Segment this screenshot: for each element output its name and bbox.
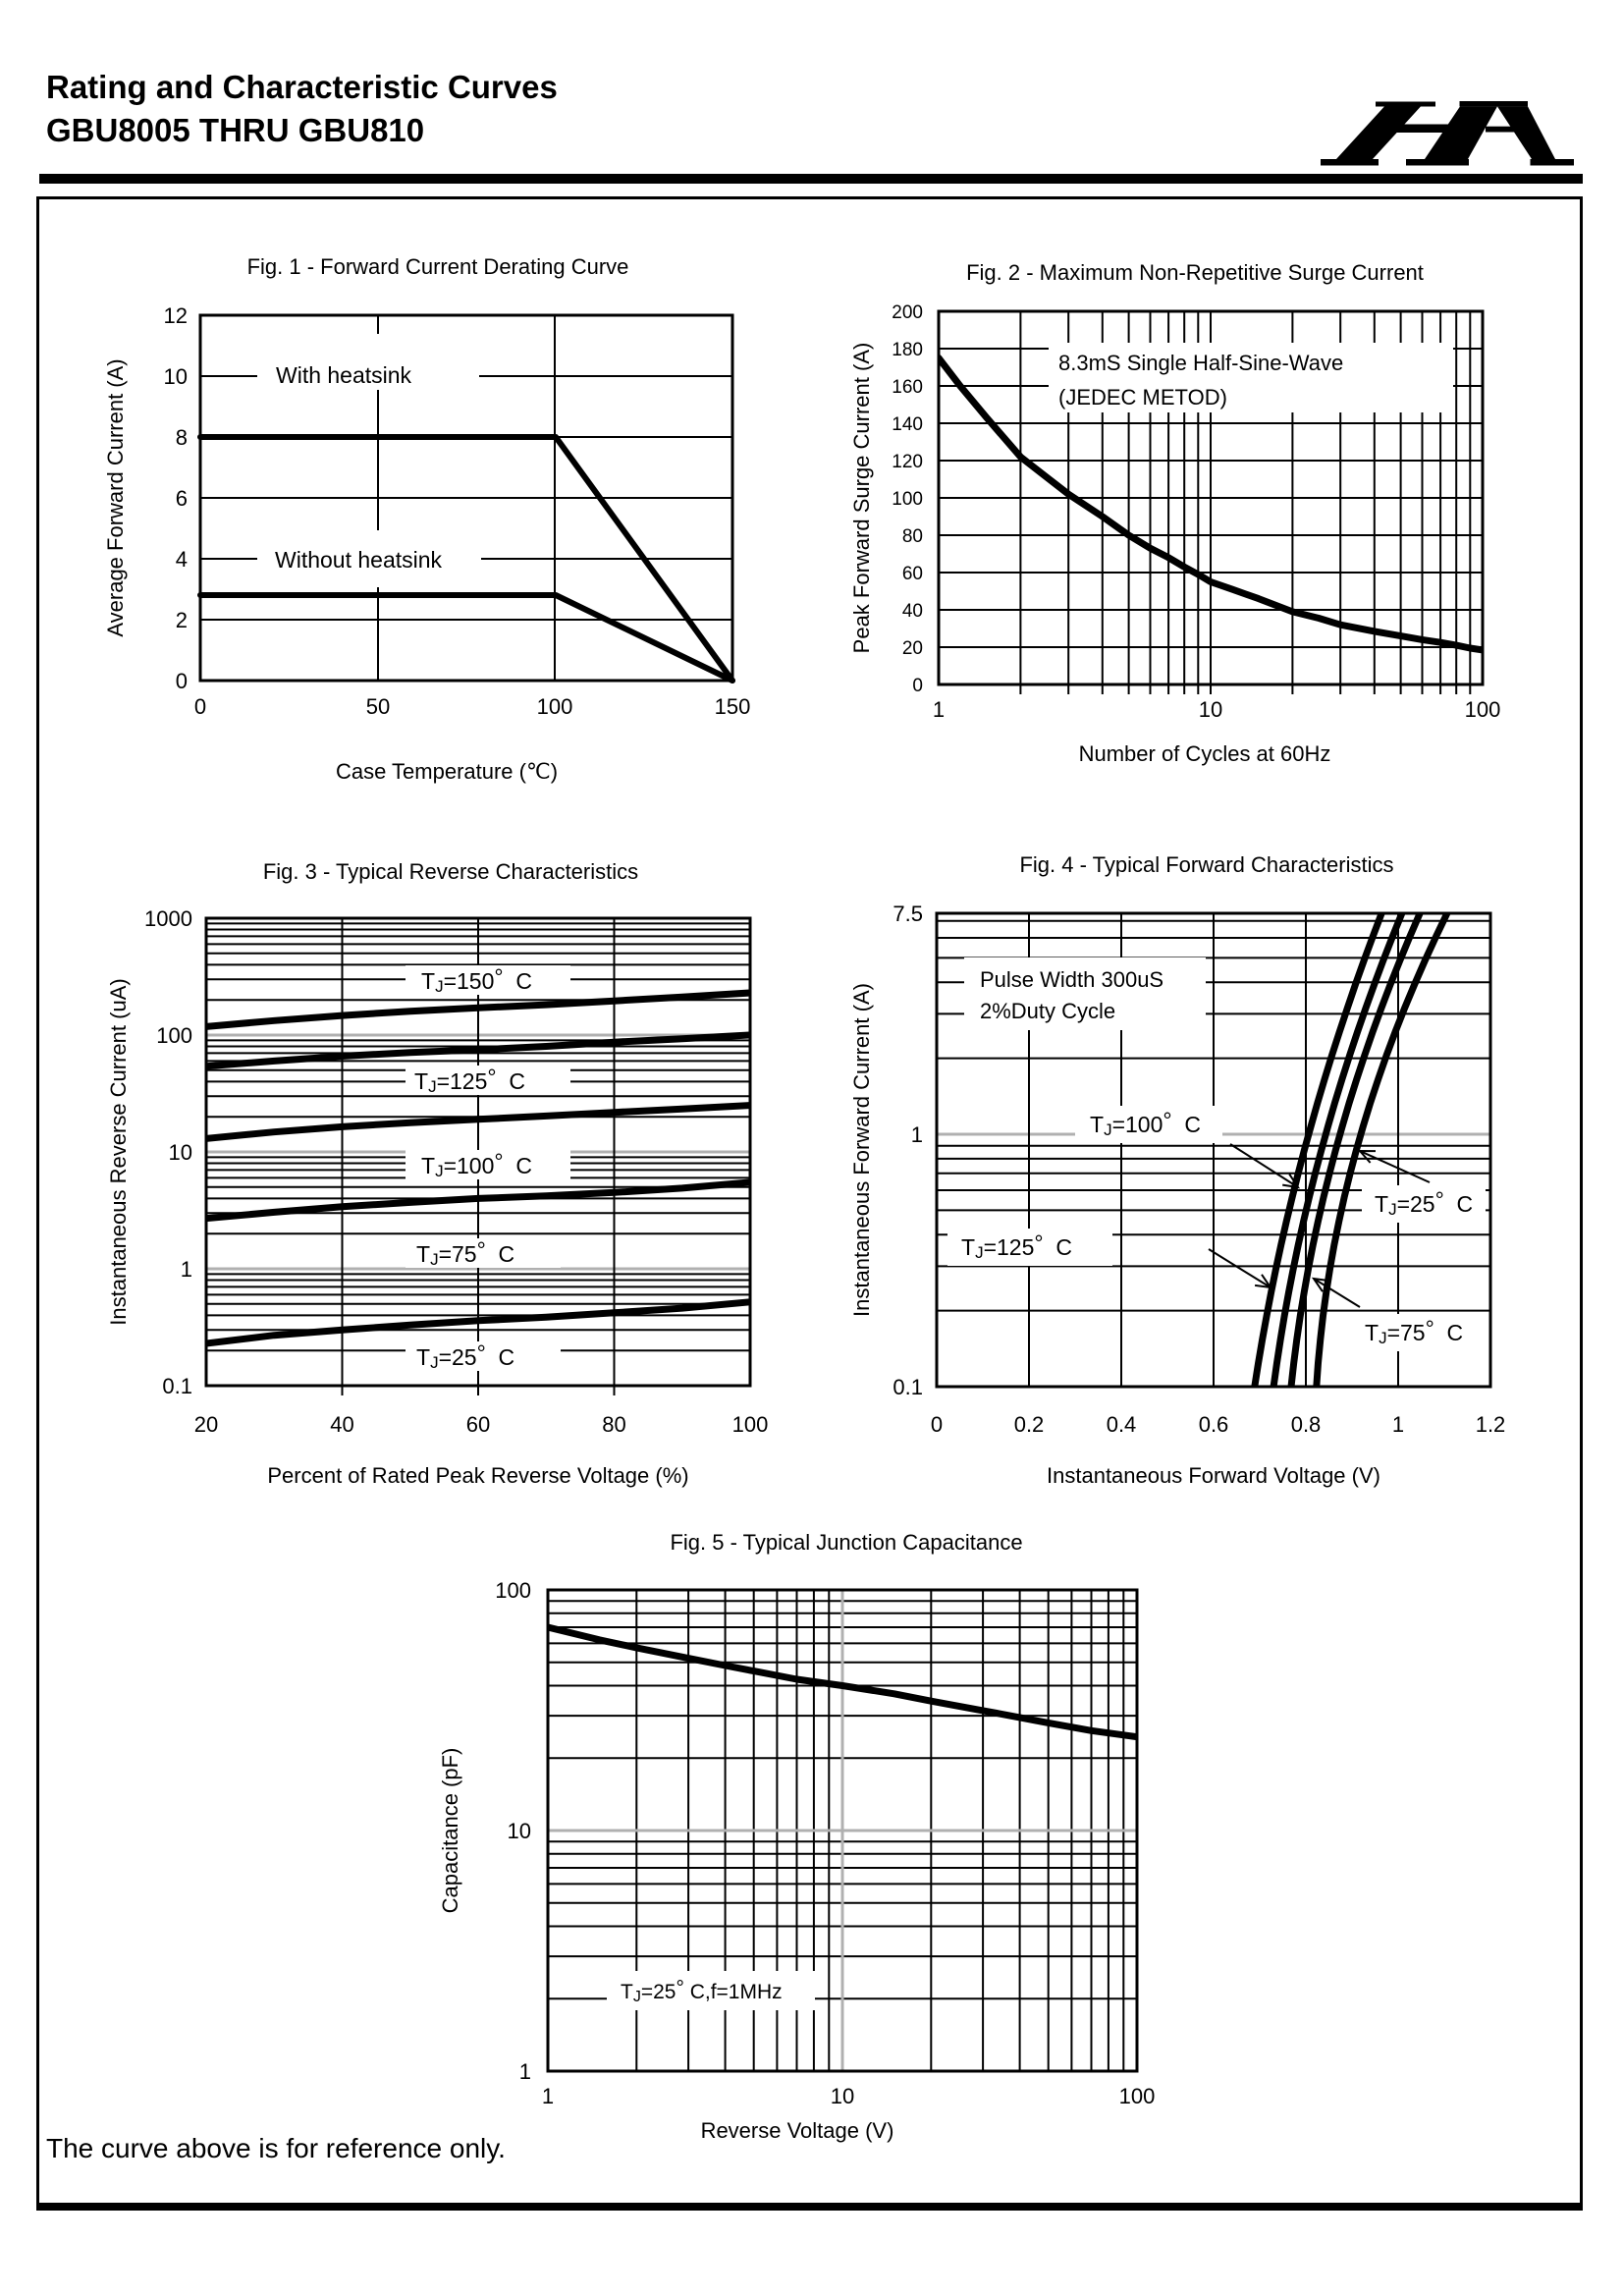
- svg-text:Instantaneous Reverse Current: Instantaneous Reverse Current (uA): [106, 978, 131, 1325]
- svg-text:100: 100: [1465, 697, 1501, 722]
- svg-text:TJ=150° C: TJ=150° C: [421, 964, 532, 996]
- svg-text:12: 12: [164, 303, 188, 328]
- svg-text:0: 0: [931, 1412, 943, 1437]
- svg-text:8.3mS Single Half-Sine-Wave: 8.3mS Single Half-Sine-Wave: [1058, 351, 1343, 375]
- svg-text:60: 60: [902, 564, 923, 584]
- svg-text:TJ=100° C: TJ=100° C: [1090, 1108, 1201, 1139]
- svg-text:10: 10: [164, 364, 188, 389]
- svg-text:Fig. 1 - Forward Current Derat: Fig. 1 - Forward Current Derating Curve: [247, 254, 629, 279]
- svg-text:Pulse Width 300uS: Pulse Width 300uS: [980, 967, 1163, 992]
- svg-text:100: 100: [732, 1412, 769, 1437]
- svg-text:0: 0: [176, 669, 188, 693]
- svg-text:Number of Cycles at 60Hz: Number of Cycles at 60Hz: [1079, 741, 1331, 766]
- svg-text:Fig. 4 - Typical Forward Chara: Fig. 4 - Typical Forward Characteristics: [1019, 852, 1393, 877]
- svg-text:140: 140: [892, 414, 923, 435]
- svg-text:Fig. 2 - Maximum Non-Repetitiv: Fig. 2 - Maximum Non-Repetitive Surge Cu…: [966, 260, 1424, 285]
- svg-text:2%Duty Cycle: 2%Duty Cycle: [980, 999, 1115, 1023]
- svg-text:0: 0: [194, 694, 206, 719]
- svg-text:0: 0: [912, 676, 923, 696]
- svg-text:8: 8: [176, 425, 188, 450]
- svg-text:100: 100: [892, 489, 923, 510]
- svg-text:80: 80: [602, 1412, 625, 1437]
- svg-text:Fig. 5 - Typical Junction Capa: Fig. 5 - Typical Junction Capacitance: [670, 1530, 1022, 1555]
- svg-text:50: 50: [366, 694, 390, 719]
- svg-text:Percent of Rated Peak Reverse: Percent of Rated Peak Reverse Voltage (%…: [267, 1463, 688, 1488]
- svg-text:20: 20: [902, 638, 923, 659]
- svg-text:With heatsink: With heatsink: [276, 362, 412, 388]
- svg-text:20: 20: [194, 1412, 218, 1437]
- svg-text:2: 2: [176, 608, 188, 632]
- svg-text:1: 1: [911, 1122, 923, 1147]
- svg-text:40: 40: [330, 1412, 353, 1437]
- svg-text:TJ=100° C: TJ=100° C: [421, 1149, 532, 1180]
- svg-text:6: 6: [176, 486, 188, 511]
- svg-text:Instantaneous Forward Current: Instantaneous Forward Current (A): [849, 983, 874, 1317]
- svg-text:200: 200: [892, 302, 923, 323]
- svg-text:(JEDEC METOD): (JEDEC METOD): [1058, 385, 1227, 410]
- svg-text:Reverse Voltage (V): Reverse Voltage (V): [701, 2118, 894, 2143]
- svg-text:0.1: 0.1: [162, 1374, 192, 1398]
- svg-text:80: 80: [902, 526, 923, 547]
- svg-text:Average Forward Current (A): Average Forward Current (A): [103, 358, 128, 636]
- svg-text:Case Temperature (℃): Case Temperature (℃): [336, 759, 558, 784]
- svg-text:7.5: 7.5: [893, 902, 923, 926]
- svg-text:1000: 1000: [144, 906, 192, 931]
- svg-text:0.2: 0.2: [1014, 1412, 1045, 1437]
- svg-text:10: 10: [508, 1819, 531, 1843]
- svg-text:1: 1: [542, 2084, 554, 2108]
- svg-text:160: 160: [892, 377, 923, 398]
- svg-text:180: 180: [892, 340, 923, 360]
- svg-text:Without heatsink: Without heatsink: [275, 547, 443, 573]
- svg-text:1: 1: [933, 697, 945, 722]
- svg-text:10: 10: [831, 2084, 854, 2108]
- svg-text:1: 1: [181, 1257, 192, 1282]
- svg-text:100: 100: [156, 1023, 192, 1048]
- svg-text:1.2: 1.2: [1476, 1412, 1506, 1437]
- svg-text:TJ=125° C: TJ=125° C: [961, 1230, 1072, 1262]
- svg-text:0.1: 0.1: [893, 1375, 923, 1399]
- svg-text:10: 10: [169, 1140, 192, 1165]
- svg-text:40: 40: [902, 601, 923, 622]
- svg-text:Instantaneous Forward Voltage: Instantaneous Forward Voltage (V): [1047, 1463, 1380, 1488]
- svg-text:60: 60: [466, 1412, 490, 1437]
- svg-text:Fig. 3 - Typical Reverse Chara: Fig. 3 - Typical Reverse Characteristics: [263, 859, 638, 884]
- svg-text:120: 120: [892, 452, 923, 472]
- svg-text:Capacitance (pF): Capacitance (pF): [438, 1748, 462, 1914]
- svg-text:4: 4: [176, 547, 188, 572]
- svg-text:150: 150: [715, 694, 751, 719]
- svg-text:0.4: 0.4: [1107, 1412, 1137, 1437]
- svg-text:TJ=25° C,f=1MHz: TJ=25° C,f=1MHz: [621, 1977, 783, 2005]
- svg-text:100: 100: [1119, 2084, 1156, 2108]
- svg-text:Peak Forward Surge Current (A): Peak Forward Surge Current (A): [849, 343, 874, 654]
- svg-text:0.6: 0.6: [1199, 1412, 1229, 1437]
- svg-text:100: 100: [537, 694, 573, 719]
- svg-text:1: 1: [1392, 1412, 1404, 1437]
- svg-text:10: 10: [1199, 697, 1222, 722]
- svg-text:100: 100: [495, 1578, 531, 1603]
- svg-text:1: 1: [519, 2059, 531, 2084]
- svg-text:0.8: 0.8: [1291, 1412, 1322, 1437]
